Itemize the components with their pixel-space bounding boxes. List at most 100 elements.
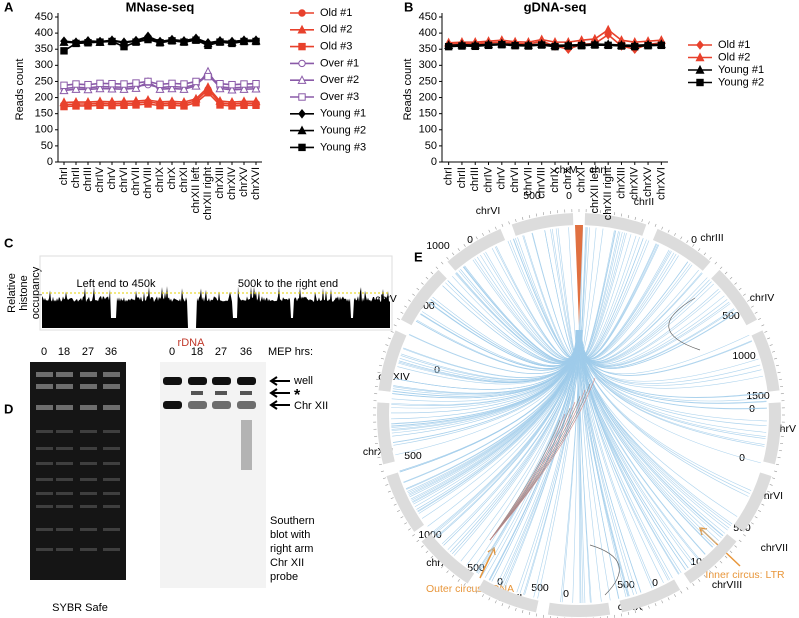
gel-band [36,548,53,551]
x-tick-label: chrIV [94,166,106,192]
marker [132,79,140,87]
ring-tick [376,378,380,381]
ring-tick [724,271,728,275]
time-label: MEP hrs: [268,346,313,358]
x-tick-label: chrX [166,166,178,189]
marker [132,101,140,109]
gel-band [36,430,53,433]
caption: probe [270,571,298,583]
gel-band [103,548,120,551]
blot-band [191,391,203,395]
marker [168,37,176,45]
ring-tick [396,318,400,320]
chromosome-arc [683,533,737,584]
ring-tick [743,293,746,296]
marker [297,75,307,84]
smear [241,420,252,470]
ring-tick [421,545,424,548]
lane-label: 27 [215,346,227,358]
ring-tick [764,497,768,500]
ring-tick [382,351,387,353]
ring-tick [719,560,723,564]
marker [204,72,212,81]
ring-tick [457,579,460,582]
x-tick-label: chrIX [549,166,561,192]
marker [84,102,92,110]
ring-tick [501,603,504,607]
x-tick-label: chrXII left [190,167,202,213]
marker [107,83,117,93]
marker [96,101,104,109]
gel-band [36,462,53,465]
ring-tick [379,463,383,466]
occupancy-profile [42,286,390,328]
ring-tick [393,503,397,506]
y-tick-label: 250 [419,75,437,87]
marker [180,80,188,88]
x-tick-label: chrXI [178,167,190,193]
marker [192,77,200,86]
marker [252,80,260,88]
ring-tick [661,226,664,230]
chromosome-arc [378,330,407,392]
x-tick-label: chrVI [509,167,521,193]
ring-tick [778,378,782,381]
lane-label: 18 [191,346,203,358]
ring-tick [729,550,733,554]
ring-tick [382,477,387,479]
ring-tick [385,344,389,346]
chord [579,329,686,570]
ring-tick [542,212,545,216]
lane-label: 0 [41,346,47,358]
tick-label: 1000 [426,240,450,252]
y-tick-label: 400 [35,27,53,39]
y-tick-label: 300 [419,59,437,71]
ring-tick [482,594,484,598]
ring-tick [396,510,400,512]
gel-band [56,478,73,481]
marker [192,36,200,44]
panel-e: chrM chrI chrII chrIII chrIV chrV chrVI … [363,164,796,618]
ring-tick [771,351,776,353]
y-axis-label: Reads count [14,59,26,121]
ring-tick [703,574,707,578]
marker [696,78,704,87]
band-label: Chr XII [294,400,328,412]
chromosome-arc [511,213,574,236]
caption: Southern [270,515,315,527]
chord [578,329,750,494]
y-tick-label: 50 [425,140,437,152]
ring-tick [654,223,657,227]
marker [120,101,128,109]
annotation: Inner circus: LTR [705,569,785,581]
ring-tick [440,565,444,569]
marker [59,37,69,46]
chord [577,329,671,580]
chord [489,329,580,581]
marker [108,101,116,110]
marker [298,59,306,68]
ring-tick [535,213,538,217]
blot [160,362,266,588]
ring-tick [393,324,397,327]
ring-tick [521,610,524,614]
gel-band [36,372,53,377]
tick-label: 0 [652,577,658,589]
ring-tick [747,299,750,302]
gel-band [56,405,73,410]
ring-tick [613,212,616,216]
x-tick-label: chrV [496,166,508,189]
y-tick-label: 200 [35,91,53,103]
y-tick-label: 100 [419,124,437,136]
ring-tick [641,218,643,223]
chord [578,303,731,368]
ring-tick [408,528,411,531]
chord [489,377,596,541]
legend-label: Over #1 [320,57,359,69]
marker [60,102,68,111]
x-tick-label: chrXII right [602,167,614,220]
gel-band [80,405,97,410]
marker [144,100,152,108]
marker [695,52,705,62]
y-tick-label: 150 [35,108,53,120]
